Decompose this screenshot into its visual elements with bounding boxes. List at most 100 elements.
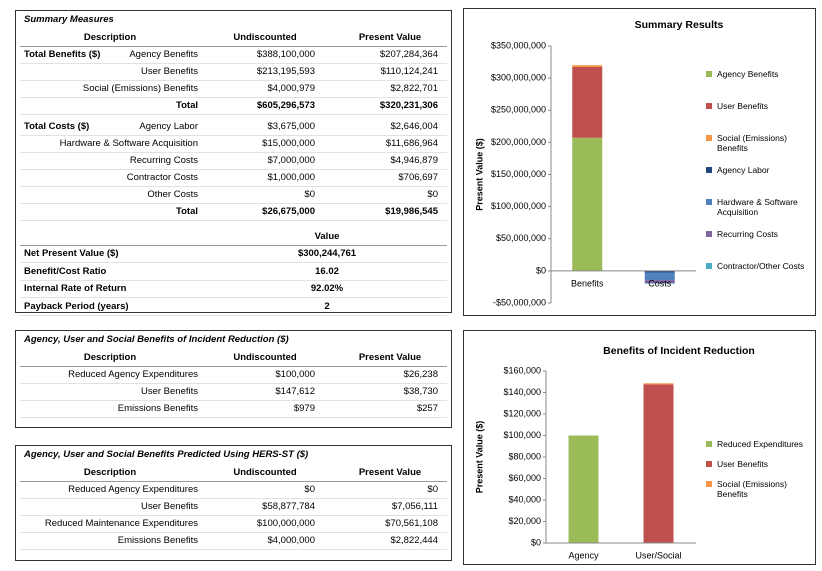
present-value: $110,124,241 [380,66,438,77]
row-label: Social (Emissions) Benefits [82,83,198,94]
row-label: Agency Labor [139,121,198,132]
legend-item: User Benefits [706,459,811,469]
metric-value: 2 [324,300,330,312]
table-row: Agency Labor $3,675,000 $2,646,004 Total Co… [20,118,447,136]
legend-item: Social (Emissions) Benefits [706,133,811,153]
table-row: Reduced Agency Expenditures $100,000 $26,2… [20,366,447,384]
present-value: $7,056,111 [391,501,438,512]
table-row: Total $26,675,000 $19,986,545 [20,203,447,221]
table-row: Reduced Maintenance Expenditures $100,000… [20,515,447,533]
y-tick-label: $20,000 [508,516,541,526]
table-row: User Benefits $213,195,593 $110,124,241 [20,63,447,81]
legend-label: Social (Emissions) Benefits [717,479,787,499]
present-value: $70,561,108 [385,518,438,529]
metric-label: Benefit/Cost Ratio [24,265,107,277]
y-axis-title: Present Value ($) [474,421,484,494]
bar-segment [644,272,675,281]
y-tick-label: $350,000,000 [491,40,546,50]
legend-label: User Benefits [717,459,769,469]
y-tick-label: $300,000,000 [491,73,546,83]
table-title: Summary Measures [24,14,114,25]
legend-label: Social (Emissions) Benefits [717,133,787,153]
y-tick-label: $250,000,000 [491,105,546,115]
group-label: Total Costs ($) [24,121,90,132]
column-header: Undiscounted [233,467,297,478]
row-label: Hardware & Software Acquisition [59,138,198,149]
y-tick-label: $100,000,000 [491,201,546,211]
undiscounted-value: $15,000,000 [262,138,315,149]
legend-swatch [706,199,712,205]
legend-swatch [706,71,712,77]
table-row: Contractor Costs $1,000,000 $706,697 [20,169,447,187]
legend-item: User Benefits [706,101,811,111]
present-value: $2,822,444 [390,535,438,546]
row-label: User Benefits [140,66,198,77]
metric-row: Payback Period (years) 2 [20,298,447,316]
legend-label: Recurring Costs [717,229,778,239]
row-label: Agency Benefits [129,49,198,60]
y-tick-label: $0 [531,537,541,547]
table-row: Social (Emissions) Benefits $4,000,979 $2,… [20,80,447,98]
bar-segment [644,280,675,284]
undiscounted-value: $388,100,000 [256,49,315,60]
row-label: Reduced Maintenance Expenditures [44,518,198,529]
metric-row: Internal Rate of Return 92.02% [20,280,447,298]
legend-item: Hardware & Software Acquisition [706,197,811,217]
undiscounted-value: $3,675,000 [267,121,315,132]
header-row: Description Undiscounted Present Value [20,464,447,482]
row-label: Total [176,100,198,111]
column-header: Value [314,231,340,242]
table-row: User Benefits $147,612 $38,730 [20,383,447,401]
bar-segment [644,270,675,273]
row-label: Other Costs [147,189,198,200]
table-row: Recurring Costs $7,000,000 $4,946,879 [20,152,447,170]
bar-segment [572,137,603,271]
y-tick-label: $160,000 [503,365,541,375]
table-row: Hardware & Software Acquisition $15,000,0… [20,135,447,153]
undiscounted-value: $4,000,979 [267,83,315,94]
y-tick-label: $200,000,000 [491,137,546,147]
row-label: Recurring Costs [129,155,198,166]
bar-segment [572,65,603,67]
legend-swatch [706,461,712,467]
row-label: User Benefits [140,501,198,512]
y-tick-label: $40,000 [508,494,541,504]
metrics-header: Value [20,228,447,246]
header-row: Description Undiscounted Present Value [20,349,447,367]
undiscounted-value: $147,612 [275,386,315,397]
column-header: Description [83,467,137,478]
undiscounted-value: $0 [304,484,315,495]
x-tick-label: Agency [568,550,599,560]
legend-label: Agency Benefits [717,69,779,79]
chart-title: Benefits of Incident Reduction [603,345,755,357]
metric-value: 92.02% [310,283,344,294]
summary-table: Summary Measures Description Undiscounted P… [15,10,452,316]
legend-label: Contractor/Other Costs [717,261,805,271]
present-value: $19,986,545 [385,206,438,217]
legend-item: Social (Emissions) Benefits [706,479,811,499]
table-row: Total $605,296,573 $320,231,306 [20,97,447,115]
x-tick-label: Benefits [571,278,604,288]
legend-item: Agency Labor [706,165,811,175]
bar-segment [643,383,674,385]
row-label: Reduced Agency Expenditures [68,484,198,495]
present-value: $2,646,004 [390,121,438,132]
undiscounted-value: $26,675,000 [262,206,315,217]
y-tick-label: $0 [536,265,546,275]
table-title: Agency, User and Social Benefits of Inci… [24,334,289,345]
metric-row: Net Present Value ($) $300,244,761 [20,245,447,263]
undiscounted-value: $58,877,784 [262,501,315,512]
undiscounted-value: $213,195,593 [256,66,315,77]
column-header: Present Value [358,32,422,43]
metric-label: Internal Rate of Return [24,283,127,294]
present-value: $11,686,964 [385,138,438,149]
legend-swatch [706,103,712,109]
column-header: Present Value [358,352,422,363]
row-label: User Benefits [140,386,198,397]
y-tick-label: $80,000 [508,451,541,461]
bar-segment [572,66,603,138]
undiscounted-value: $0 [304,189,315,200]
legend-label: Hardware & Software Acquisition [717,197,798,217]
legend-swatch [706,481,712,487]
